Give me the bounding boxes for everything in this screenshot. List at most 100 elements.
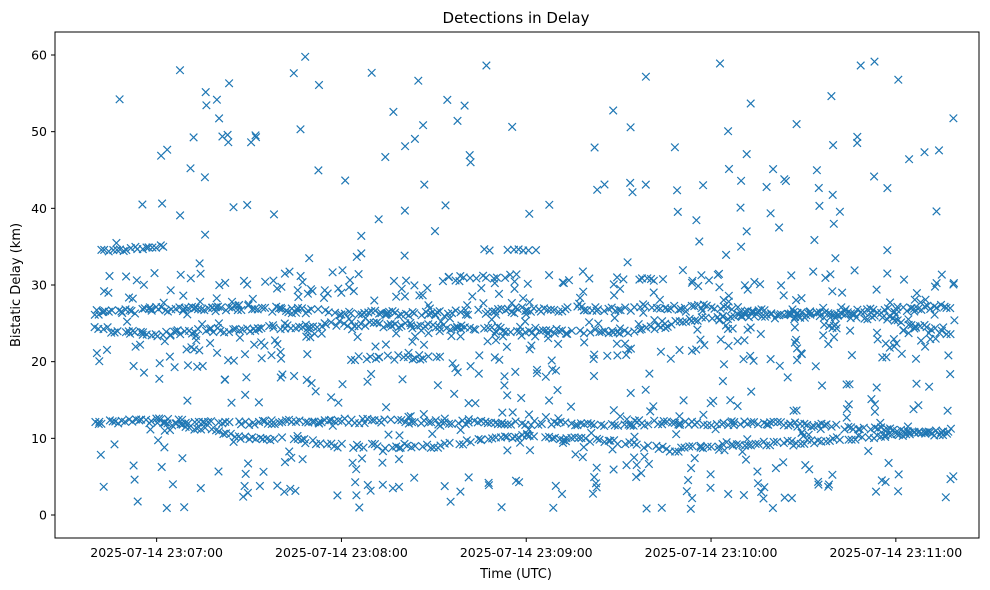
data-point (250, 304, 260, 314)
data-point (597, 327, 607, 337)
data-point (242, 200, 252, 210)
data-point (589, 472, 599, 482)
data-point (346, 309, 356, 318)
data-point (733, 336, 742, 346)
data-point (293, 431, 302, 441)
data-point (830, 312, 840, 322)
data-point (99, 482, 108, 492)
data-point (676, 304, 686, 314)
data-point (659, 416, 669, 426)
data-point (829, 332, 839, 342)
data-point (613, 351, 622, 360)
data-point (187, 329, 197, 338)
data-point (168, 480, 178, 489)
data-point (224, 137, 233, 147)
data-point (827, 91, 836, 101)
data-point (463, 310, 473, 320)
data-point (562, 329, 572, 339)
data-point (302, 375, 312, 385)
data-point (692, 418, 702, 427)
data-point (454, 419, 463, 428)
data-point (408, 337, 417, 346)
data-point (165, 352, 175, 361)
data-point (241, 469, 250, 479)
data-point (778, 458, 788, 467)
x-axis-title: Time (UTC) (479, 567, 552, 582)
data-point (537, 419, 547, 429)
data-point (527, 341, 536, 350)
data-point (512, 270, 521, 279)
data-point (500, 273, 510, 283)
data-point (471, 325, 480, 334)
data-point (472, 274, 481, 283)
data-point (699, 410, 708, 420)
data-point (873, 335, 882, 344)
data-point (406, 411, 415, 421)
data-point (446, 497, 455, 506)
data-point (828, 140, 838, 150)
data-point (378, 458, 387, 467)
data-point (451, 306, 460, 315)
data-point (410, 332, 420, 341)
data-point (531, 245, 541, 255)
data-point (554, 326, 564, 336)
data-point (524, 425, 534, 434)
data-point (240, 481, 249, 491)
data-point (510, 308, 519, 318)
data-point (432, 352, 441, 362)
data-point (885, 298, 895, 307)
data-point (195, 297, 205, 306)
data-point (387, 321, 396, 331)
data-point (872, 328, 882, 337)
data-point (314, 419, 324, 428)
data-point (270, 336, 280, 345)
data-point (400, 292, 410, 301)
data-point (641, 72, 651, 81)
data-point (316, 439, 325, 448)
data-point (240, 432, 250, 441)
data-point (272, 284, 282, 293)
data-point (788, 305, 797, 314)
data-point (740, 335, 749, 345)
data-point (628, 187, 637, 197)
data-point (443, 95, 452, 105)
data-point (244, 300, 254, 309)
data-point (234, 300, 244, 310)
data-point (715, 59, 725, 68)
data-point (227, 398, 236, 407)
chart-title: Detections in Delay (443, 9, 590, 27)
data-point (108, 417, 117, 426)
data-point (610, 313, 619, 323)
data-point (553, 385, 562, 395)
data-point (634, 415, 644, 425)
data-point (520, 317, 530, 326)
data-point (892, 429, 902, 439)
data-point (274, 418, 284, 427)
data-point (589, 354, 598, 364)
data-point (898, 326, 908, 335)
data-point (541, 372, 551, 382)
data-point (125, 329, 135, 338)
data-point (592, 185, 602, 195)
data-point (828, 470, 837, 480)
data-point (904, 328, 913, 338)
data-point (435, 306, 444, 316)
data-point (756, 487, 766, 497)
data-point (122, 317, 132, 326)
data-point (625, 178, 635, 188)
data-point (314, 166, 323, 175)
data-point (642, 504, 651, 513)
data-point (757, 312, 767, 321)
data-point (419, 416, 429, 425)
data-point (774, 223, 784, 232)
data-point (366, 486, 375, 495)
data-point (589, 420, 599, 430)
data-point (418, 442, 427, 451)
data-point (687, 493, 697, 503)
data-point (166, 330, 175, 339)
data-point (500, 432, 510, 441)
data-point (632, 440, 641, 449)
data-point (433, 380, 443, 390)
data-point (786, 419, 795, 429)
data-point (551, 481, 561, 491)
